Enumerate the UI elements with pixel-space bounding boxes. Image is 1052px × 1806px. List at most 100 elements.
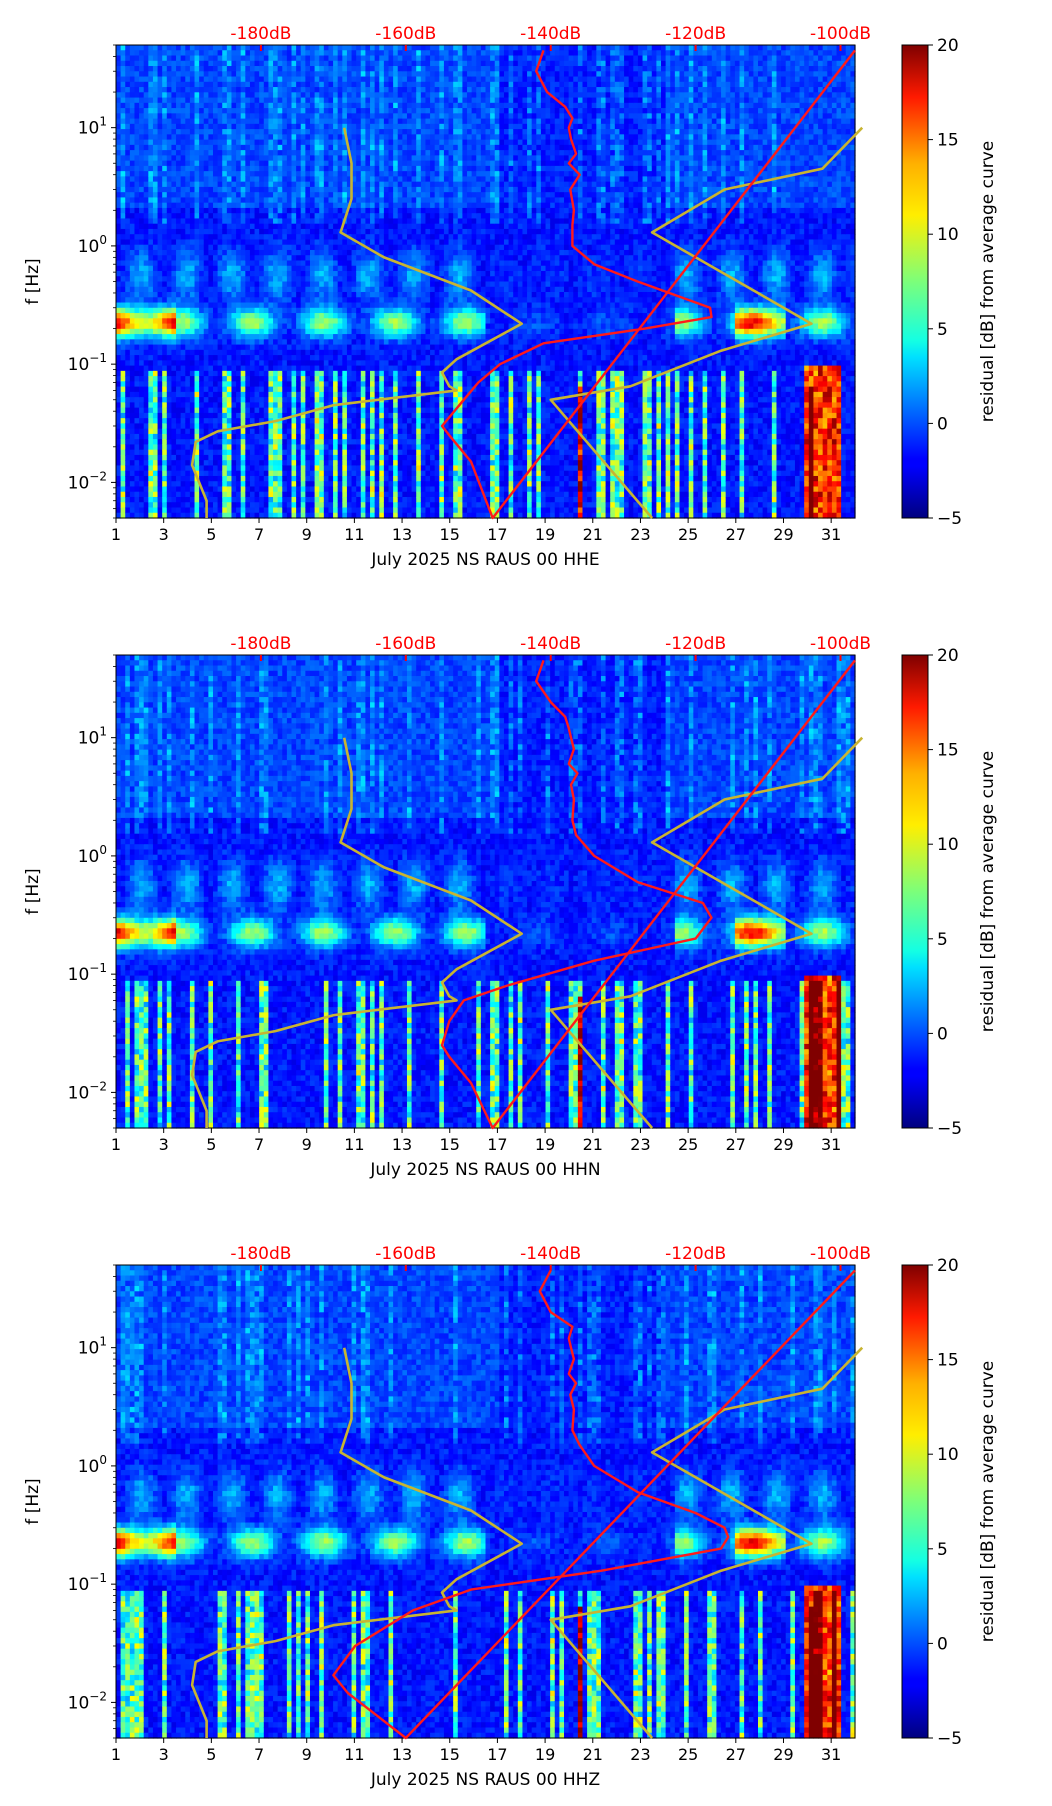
heatmap-cell [226, 286, 233, 293]
heatmap-cell [162, 55, 168, 62]
heatmap-cell [166, 207, 173, 214]
heatmap-cell [226, 454, 233, 461]
heatmap-cell [148, 66, 154, 72]
heatmap-cell [263, 87, 270, 93]
heatmap-cell [171, 108, 177, 114]
heatmap-cell [180, 344, 186, 351]
heatmap-cell [157, 507, 163, 514]
heatmap-cell [222, 218, 228, 225]
heatmap-cell [217, 344, 223, 351]
heatmap-cell [180, 60, 186, 67]
heatmap-cell [263, 381, 270, 388]
heatmap-cell [328, 244, 334, 251]
heatmap-cell [328, 439, 334, 446]
heatmap-cell [328, 276, 334, 283]
heatmap-cell [365, 460, 371, 467]
heatmap-cell [176, 223, 182, 230]
heatmap-cell [203, 97, 209, 104]
heatmap-cell [116, 454, 122, 461]
heatmap-cell [180, 181, 186, 188]
heatmap-cell [268, 334, 274, 340]
heatmap-cell [282, 292, 288, 298]
heatmap-cell [129, 454, 136, 461]
heatmap-cell [125, 502, 131, 509]
heatmap-cell [365, 465, 371, 472]
heatmap-cell [208, 460, 214, 467]
heatmap-cell [319, 444, 325, 451]
heatmap-cell [185, 370, 191, 377]
heatmap-cell [194, 491, 200, 498]
heatmap-cell [286, 218, 293, 225]
heatmap-cell [116, 165, 122, 172]
heatmap-cell [176, 349, 182, 356]
heatmap-cell [194, 186, 200, 193]
heatmap-cell [208, 260, 214, 267]
heatmap-cell [222, 328, 228, 335]
heatmap-cell [171, 244, 177, 251]
heatmap-cell [300, 512, 306, 519]
heatmap-cell [273, 360, 279, 367]
heatmap-cell [116, 265, 122, 272]
heatmap-cell [314, 370, 320, 377]
heatmap-cell [273, 213, 279, 220]
heatmap-cell [120, 470, 126, 477]
heatmap-cell [268, 207, 274, 214]
heatmap-cell [356, 334, 362, 340]
heatmap-cell [351, 129, 357, 135]
heatmap-cell [328, 45, 334, 51]
heatmap-cell [171, 313, 177, 319]
heatmap-cell [351, 102, 357, 109]
heatmap-cell [180, 454, 186, 461]
heatmap-cell [185, 50, 191, 57]
heatmap-cell [171, 234, 177, 241]
heatmap-cell [208, 334, 214, 340]
heatmap-cell [254, 202, 260, 209]
heatmap-cell [245, 60, 251, 67]
heatmap-cell [282, 297, 288, 304]
heatmap-cell [259, 360, 265, 367]
heatmap-cell [277, 171, 283, 177]
heatmap-cell [254, 391, 260, 398]
heatmap-cell [245, 360, 251, 367]
heatmap-cell [254, 470, 260, 477]
heatmap-cell [323, 307, 330, 314]
heatmap-cell [291, 118, 297, 125]
heatmap-cell [143, 218, 149, 225]
heatmap-cell [194, 313, 200, 319]
heatmap-cell [296, 460, 302, 467]
heatmap-cell [360, 318, 367, 325]
heatmap-cell [337, 207, 343, 214]
heatmap-cell [286, 265, 293, 272]
heatmap-cell [259, 496, 265, 503]
heatmap-cell [323, 150, 330, 156]
heatmap-cell [360, 454, 367, 461]
heatmap-cell [319, 160, 325, 167]
heatmap-cell [199, 223, 205, 230]
heatmap-cell [189, 139, 196, 146]
heatmap-cell [134, 186, 140, 193]
heatmap-cell [323, 139, 330, 146]
heatmap-cell [157, 381, 163, 388]
heatmap-cell [291, 66, 297, 72]
heatmap-cell [245, 433, 251, 440]
heatmap-cell [342, 186, 348, 193]
heatmap-cell [314, 397, 320, 403]
heatmap-cell [208, 376, 214, 382]
heatmap-cell [296, 139, 302, 146]
heatmap-cell [319, 418, 325, 424]
heatmap-cell [305, 460, 311, 467]
heatmap-cell [346, 344, 353, 351]
heatmap-cell [323, 313, 330, 319]
heatmap-cell [176, 423, 182, 430]
heatmap-cell [282, 123, 288, 130]
heatmap-cell [125, 265, 131, 272]
heatmap-cell [176, 139, 182, 146]
heatmap-cell [176, 318, 182, 325]
heatmap-cell [273, 276, 279, 283]
heatmap-cell [129, 376, 136, 382]
heatmap-cell [189, 76, 196, 83]
heatmap-cell [236, 507, 242, 514]
heatmap-cell [212, 134, 219, 141]
heatmap-cell [356, 123, 362, 130]
heatmap-cell [116, 507, 122, 514]
